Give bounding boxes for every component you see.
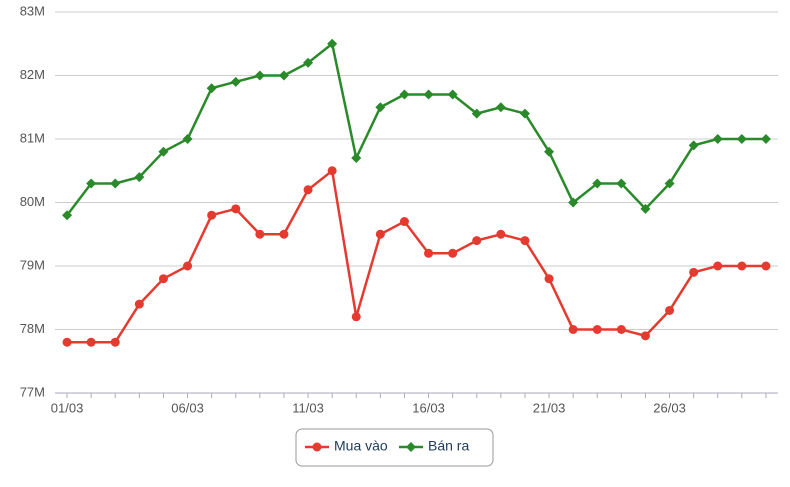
data-point	[303, 57, 314, 68]
legend-marker	[406, 442, 416, 452]
data-point	[110, 337, 120, 347]
data-point	[86, 337, 96, 347]
data-point	[640, 331, 650, 341]
data-point	[158, 146, 169, 157]
data-point	[688, 140, 699, 151]
data-point	[712, 134, 723, 144]
data-point	[665, 305, 675, 315]
data-point	[207, 210, 217, 220]
data-point	[640, 203, 651, 214]
data-point	[231, 204, 241, 214]
x-tick-label: 26/03	[653, 400, 686, 415]
data-point	[471, 108, 482, 119]
y-tick-label: 81M	[20, 130, 45, 145]
data-point	[447, 89, 458, 100]
data-point	[760, 134, 771, 144]
y-tick-label: 78M	[20, 321, 45, 336]
data-point	[399, 89, 410, 100]
data-point	[255, 229, 265, 239]
data-point	[134, 172, 145, 183]
data-point	[424, 248, 434, 258]
data-point	[399, 217, 409, 227]
data-point	[519, 108, 530, 119]
data-point	[86, 178, 97, 189]
data-point	[327, 166, 337, 176]
data-point	[544, 274, 554, 284]
data-point	[616, 325, 626, 334]
y-tick-label: 79M	[20, 257, 45, 272]
series-line	[66, 41, 766, 216]
x-tick-label: 11/03	[292, 400, 324, 415]
data-point	[182, 134, 193, 144]
data-point	[279, 229, 289, 239]
data-point	[134, 299, 144, 309]
series-line	[67, 168, 766, 344]
y-tick-label: 83M	[20, 3, 45, 18]
legend-label[interactable]: Mua vào	[334, 438, 388, 454]
data-point	[761, 261, 771, 271]
data-point	[592, 178, 603, 189]
data-point	[713, 261, 723, 271]
data-point	[544, 146, 555, 157]
data-point	[158, 274, 168, 284]
y-tick-label: 82M	[20, 67, 45, 82]
data-point	[448, 248, 458, 258]
y-tick-label: 80M	[20, 194, 45, 209]
data-point	[664, 178, 675, 189]
data-point	[62, 210, 73, 221]
x-tick-label: 01/03	[51, 400, 84, 415]
data-point	[616, 178, 627, 189]
data-point	[472, 236, 482, 246]
data-point	[423, 89, 434, 100]
x-tick-label: 06/03	[171, 400, 204, 415]
data-point	[254, 70, 265, 81]
data-point	[62, 337, 72, 347]
data-point	[110, 178, 121, 189]
data-point	[568, 197, 579, 208]
data-point	[327, 38, 338, 49]
data-point	[351, 312, 361, 322]
legend-label[interactable]: Bán ra	[428, 438, 469, 454]
x-tick-label: 21/03	[533, 400, 566, 415]
x-tick-label: 16/03	[412, 400, 445, 415]
data-point	[496, 229, 506, 239]
data-point	[351, 153, 362, 164]
data-point	[206, 83, 217, 94]
data-point	[303, 185, 313, 195]
data-point	[495, 102, 506, 113]
data-point	[737, 261, 747, 271]
legend-marker	[312, 442, 322, 452]
data-point	[592, 325, 602, 334]
data-point	[375, 229, 385, 239]
legend-box	[295, 428, 494, 467]
data-point	[375, 102, 386, 113]
data-point	[230, 76, 241, 87]
data-point	[520, 236, 530, 246]
data-point	[183, 261, 193, 271]
data-point	[278, 70, 289, 81]
data-point	[736, 134, 747, 144]
data-point	[689, 267, 699, 277]
data-point	[568, 325, 578, 334]
y-tick-label: 77M	[20, 384, 45, 399]
